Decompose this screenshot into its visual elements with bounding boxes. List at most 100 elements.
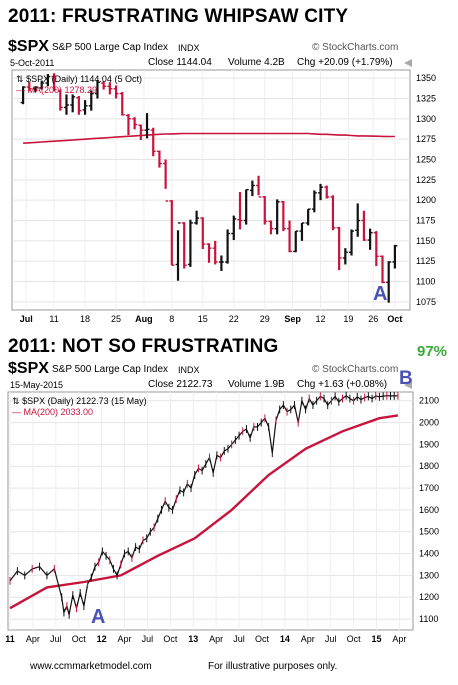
bottom-y-tick-label: 1800 bbox=[419, 461, 439, 471]
bottom-x-tick-label: Apr bbox=[26, 634, 40, 644]
top-ohlc-bar bbox=[299, 222, 305, 241]
top-y-tick-label: 1200 bbox=[416, 195, 436, 205]
bottom-volume: Volume 1.9B bbox=[228, 379, 285, 390]
top-price-chart: 1075110011251150117512001225125012751300… bbox=[11, 69, 436, 324]
footer-disclaimer: For illustrative purposes only. bbox=[208, 661, 338, 672]
bottom-exchange: INDX bbox=[178, 365, 200, 375]
top-close: Close 1144.04 bbox=[148, 57, 212, 68]
bottom-close: Close 2122.73 bbox=[148, 379, 213, 390]
top-ohlc-bar bbox=[125, 113, 131, 136]
bottom-change: Chg +1.63 (+0.08%) bbox=[297, 379, 388, 390]
bottom-y-tick-label: 2000 bbox=[419, 418, 439, 428]
bottom-percent: 97% bbox=[417, 343, 448, 360]
top-ohlc-bar bbox=[70, 94, 76, 113]
top-ohlc-bar bbox=[194, 210, 200, 225]
top-ohlc-bar bbox=[39, 80, 45, 90]
top-x-tick-label: 18 bbox=[80, 314, 90, 324]
bottom-x-tick-label: Apr bbox=[209, 634, 223, 644]
top-ohlc-bar bbox=[349, 229, 355, 256]
bottom-x-tick-label: 15 bbox=[371, 634, 381, 644]
top-x-tick-label: 11 bbox=[49, 314, 58, 324]
bottom-annotation-a: A bbox=[91, 606, 106, 628]
bottom-watermark: © StockCharts.com bbox=[312, 364, 399, 375]
bottom-x-tick-label: Oct bbox=[163, 634, 178, 644]
bottom-x-tick-label: Jul bbox=[325, 634, 337, 644]
top-ohlc-bar bbox=[32, 86, 38, 92]
top-ohlc-bar bbox=[156, 150, 162, 168]
top-x-tick-label: 26 bbox=[368, 314, 378, 324]
top-ohlc-bar bbox=[132, 117, 138, 130]
top-symbol: $SPX bbox=[8, 38, 49, 55]
top-index-name: S&P 500 Large Cap Index bbox=[52, 42, 169, 53]
bottom-x-tick-label: Apr bbox=[118, 634, 132, 644]
bottom-legend-price-text: $SPX (Daily) 2122.73 (15 May) bbox=[22, 396, 147, 406]
bottom-x-axis: 11 Apr Jul Oct 12 Apr Jul Oct 13 Apr Jul Oct 14 Apr Ju… bbox=[5, 634, 406, 644]
top-ohlc-bar bbox=[268, 220, 274, 235]
top-ohlc-bar bbox=[330, 195, 336, 231]
bottom-ma200-series bbox=[9, 414, 399, 610]
top-ohlc-bar bbox=[311, 190, 317, 213]
top-ma200-series bbox=[23, 132, 395, 144]
top-x-axis: Jul 11 18 25 Aug 8 15 22 29 Sep 12 19 26 Oct bbox=[20, 314, 403, 324]
top-y-tick-label: 1075 bbox=[416, 297, 436, 307]
legend-line-icon: ― bbox=[12, 407, 21, 417]
top-volume: Volume 4.2B bbox=[228, 57, 285, 68]
bottom-plot-area bbox=[7, 391, 414, 631]
top-ohlc-bar bbox=[206, 243, 212, 263]
top-ohlc-bar bbox=[367, 228, 373, 250]
top-y-tick-label: 1225 bbox=[416, 175, 436, 185]
top-ohlc-bar bbox=[163, 159, 169, 202]
legend-line-icon: ― bbox=[16, 85, 25, 95]
top-ohlc-bar bbox=[82, 100, 88, 115]
top-ohlc-bar bbox=[280, 200, 286, 232]
top-ohlc-bar bbox=[101, 81, 107, 90]
top-ohlc-bar bbox=[138, 124, 144, 140]
top-ohlc-bar bbox=[175, 222, 181, 281]
bottom-y-tick-label: 1900 bbox=[419, 439, 439, 449]
top-ohlc-bar bbox=[262, 196, 268, 225]
top-y-tick-label: 1275 bbox=[416, 134, 436, 144]
top-y-tick-label: 1250 bbox=[416, 154, 436, 164]
top-ohlc-bar bbox=[187, 219, 193, 267]
bottom-legend-ma: ― MA(200) 2033.00 bbox=[12, 407, 93, 417]
top-legend-ma: ― MA(200) 1278.29 bbox=[16, 85, 97, 95]
top-ohlc-bar bbox=[218, 255, 224, 271]
top-headline: 2011: FRUSTRATING WHIPSAW CITY bbox=[8, 6, 349, 27]
bottom-y-tick-label: 1200 bbox=[419, 592, 439, 602]
top-ohlc-bar bbox=[243, 188, 249, 225]
bottom-x-tick-label: 14 bbox=[280, 634, 290, 644]
bottom-annotation-b: B bbox=[399, 368, 413, 389]
top-ohlc-bar bbox=[94, 80, 100, 99]
top-ohlc-bar bbox=[249, 180, 255, 197]
top-ohlc-bar bbox=[63, 94, 69, 115]
bottom-price-chart: 1100 1200 1300 1400 1500 1600 1700 1800 1900 2000… bbox=[5, 391, 439, 644]
bottom-x-tick-label: Oct bbox=[347, 634, 362, 644]
legend-candle-icon: ⇅ bbox=[12, 396, 20, 406]
top-ohlc-bar bbox=[256, 175, 262, 198]
top-annotation-a: A bbox=[373, 283, 388, 305]
top-x-tick-label: Sep bbox=[284, 314, 301, 324]
top-x-tick-label: 25 bbox=[111, 314, 121, 324]
top-ohlc-bar bbox=[150, 127, 156, 157]
top-ohlc-bar bbox=[318, 183, 324, 201]
bottom-price-line bbox=[9, 394, 398, 615]
top-ohlc-bar bbox=[169, 200, 175, 266]
top-ohlc-bar bbox=[181, 222, 187, 269]
top-ohlc-bar bbox=[212, 240, 218, 265]
top-change: Chg +20.09 (+1.79%) bbox=[297, 57, 393, 68]
footer-website[interactable]: www.ccmmarketmodel.com bbox=[30, 661, 152, 672]
top-ohlc-bar bbox=[324, 185, 330, 199]
bottom-x-tick-label: Oct bbox=[255, 634, 270, 644]
top-y-axis: 1075 1100 1125 1150 1175 1200 1225 1250 1275 1300… bbox=[416, 73, 436, 307]
top-x-tick-label: 8 bbox=[169, 314, 174, 324]
top-ma200-line bbox=[23, 132, 395, 144]
top-ohlc-bar bbox=[144, 113, 150, 139]
top-ohlc-bar bbox=[225, 229, 231, 264]
top-x-tick-label: 12 bbox=[316, 314, 326, 324]
top-scroll-arrow-icon bbox=[404, 59, 412, 67]
bottom-y-tick-label: 2100 bbox=[419, 396, 439, 406]
top-ohlc-bar bbox=[107, 82, 113, 95]
top-x-tick-label: Oct bbox=[387, 314, 402, 324]
bottom-ma200-line bbox=[9, 414, 399, 610]
top-legend-price: ⇅ $SPX (Daily) 1144.04 (5 Oct) bbox=[16, 74, 142, 85]
